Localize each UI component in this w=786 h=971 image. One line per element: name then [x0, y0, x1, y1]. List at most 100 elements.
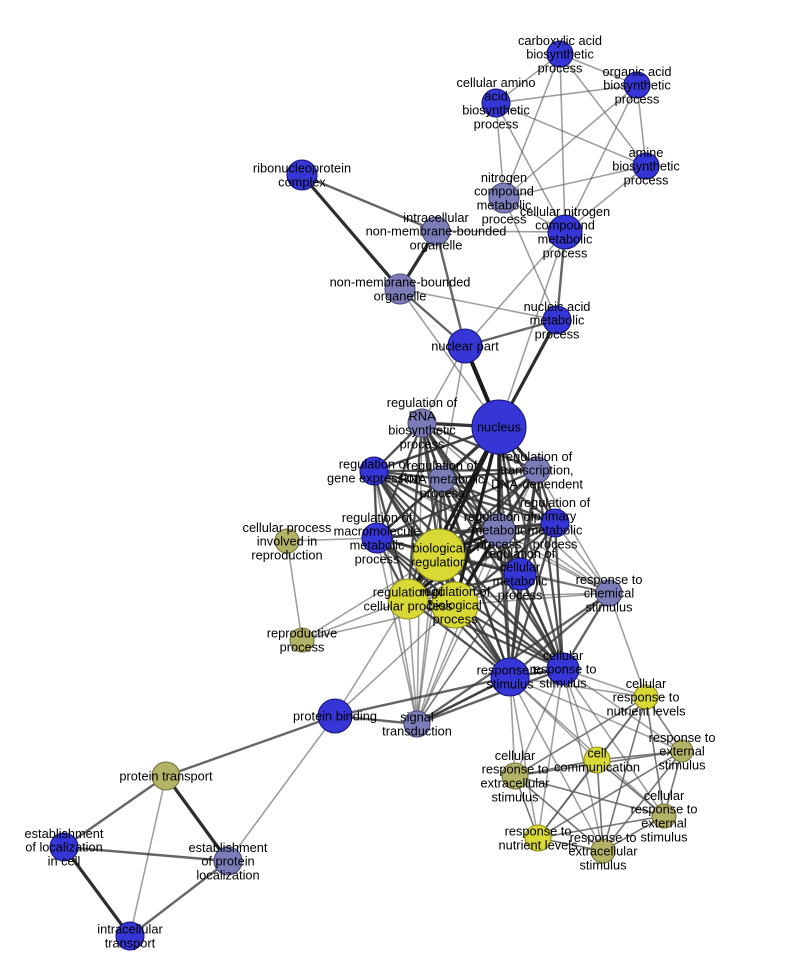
svg-text:regulation of: regulation of: [464, 509, 535, 524]
svg-text:reproduction: reproduction: [251, 547, 322, 562]
svg-text:stimulus: stimulus: [641, 829, 688, 844]
svg-text:extracellular: extracellular: [481, 776, 551, 791]
svg-text:nitrogen: nitrogen: [481, 170, 527, 185]
svg-text:process: process: [538, 60, 583, 75]
svg-text:involved in: involved in: [257, 534, 317, 549]
svg-text:biosynthetic: biosynthetic: [526, 47, 594, 62]
svg-text:non-membrane-bounded: non-membrane-bounded: [366, 224, 507, 239]
svg-text:nutrient levels: nutrient levels: [499, 838, 578, 853]
svg-text:extracellular: extracellular: [569, 844, 639, 859]
svg-text:process: process: [280, 640, 325, 655]
svg-text:metabolic: metabolic: [538, 232, 593, 247]
svg-text:biosynthetic: biosynthetic: [388, 423, 456, 438]
svg-text:process: process: [498, 587, 543, 602]
svg-text:stimulus: stimulus: [492, 789, 539, 804]
svg-text:of localization: of localization: [25, 840, 103, 855]
svg-text:in cell: in cell: [48, 853, 81, 868]
svg-text:biological: biological: [428, 598, 481, 613]
svg-text:metabolic: metabolic: [530, 313, 585, 328]
svg-text:cellular: cellular: [543, 648, 584, 663]
svg-text:external: external: [659, 744, 705, 759]
svg-text:cellular nitrogen: cellular nitrogen: [520, 204, 610, 219]
svg-text:nutrient levels: nutrient levels: [607, 703, 686, 718]
svg-text:protein transport: protein transport: [119, 769, 213, 784]
svg-text:regulation of: regulation of: [520, 495, 591, 510]
svg-text:biosynthetic: biosynthetic: [612, 159, 680, 174]
svg-text:organelle: organelle: [374, 289, 427, 304]
svg-text:biological: biological: [412, 541, 465, 556]
svg-text:response to: response to: [649, 730, 716, 745]
svg-text:regulation of: regulation of: [407, 458, 478, 473]
svg-text:complex: complex: [278, 175, 326, 190]
svg-text:chemical: chemical: [584, 586, 635, 601]
svg-text:regulation of: regulation of: [420, 584, 491, 599]
svg-text:regulation of: regulation of: [342, 510, 413, 525]
svg-text:nucleic acid: nucleic acid: [524, 299, 591, 314]
svg-text:transport: transport: [105, 936, 156, 951]
svg-text:signal: signal: [400, 710, 433, 725]
svg-text:nuclear part: nuclear part: [431, 339, 499, 354]
svg-text:response to: response to: [482, 762, 549, 777]
svg-text:communication: communication: [554, 760, 640, 775]
svg-text:process: process: [433, 611, 478, 626]
svg-text:organic acid: organic acid: [602, 64, 671, 79]
svg-text:intracellular: intracellular: [97, 922, 163, 937]
svg-text:cell: cell: [587, 746, 606, 761]
svg-text:external: external: [641, 816, 687, 831]
svg-text:non-membrane-bounded: non-membrane-bounded: [330, 275, 471, 290]
svg-text:of protein: of protein: [201, 854, 254, 869]
svg-text:regulation of: regulation of: [387, 395, 458, 410]
svg-text:stimulus: stimulus: [659, 757, 706, 772]
svg-text:biosynthetic: biosynthetic: [603, 78, 671, 93]
svg-text:compound: compound: [535, 218, 595, 233]
svg-text:response to: response to: [570, 830, 637, 845]
svg-text:cellular process: cellular process: [243, 520, 332, 535]
svg-text:process: process: [474, 116, 519, 131]
svg-text:cellular amino: cellular amino: [457, 75, 536, 90]
svg-text:intracellular: intracellular: [403, 210, 469, 225]
svg-text:biosynthetic: biosynthetic: [462, 103, 530, 118]
svg-text:DNA-dependent: DNA-dependent: [491, 476, 583, 491]
svg-text:amine: amine: [629, 145, 664, 160]
svg-text:establishment: establishment: [189, 840, 268, 855]
svg-text:macromolecule: macromolecule: [334, 524, 421, 539]
svg-text:cellular: cellular: [495, 748, 536, 763]
svg-text:process: process: [624, 172, 669, 187]
svg-text:cellular: cellular: [644, 788, 685, 803]
svg-text:RNA: RNA: [408, 409, 435, 424]
svg-text:process: process: [400, 436, 445, 451]
svg-text:metabolic: metabolic: [493, 574, 548, 589]
svg-text:acid: acid: [484, 89, 507, 104]
svg-text:stimulus: stimulus: [487, 677, 534, 692]
svg-text:response to: response to: [576, 572, 643, 587]
svg-text:compound: compound: [474, 184, 534, 199]
svg-text:organelle: organelle: [410, 237, 463, 252]
svg-text:localization: localization: [196, 867, 259, 882]
svg-text:metabolic: metabolic: [528, 523, 583, 538]
svg-text:process: process: [535, 326, 580, 341]
svg-text:response to: response to: [631, 802, 698, 817]
svg-text:carboxylic acid: carboxylic acid: [518, 33, 602, 48]
svg-text:process: process: [543, 245, 588, 260]
svg-text:transduction: transduction: [382, 724, 452, 739]
svg-text:ribonucleoprotein: ribonucleoprotein: [253, 161, 351, 176]
svg-text:protein binding: protein binding: [293, 709, 377, 724]
svg-text:transcription,: transcription,: [500, 463, 573, 478]
svg-text:stimulus: stimulus: [580, 857, 627, 872]
svg-text:regulation: regulation: [411, 555, 467, 570]
svg-text:RNA metabolic: RNA metabolic: [400, 472, 485, 487]
svg-text:response to: response to: [613, 690, 680, 705]
svg-text:response to: response to: [477, 663, 544, 678]
svg-text:regulation of: regulation of: [339, 457, 410, 472]
svg-text:process: process: [420, 485, 465, 500]
svg-text:stimulus: stimulus: [586, 599, 633, 614]
svg-text:process: process: [355, 551, 400, 566]
svg-text:nucleus: nucleus: [477, 420, 521, 435]
svg-text:regulation of: regulation of: [502, 449, 573, 464]
svg-text:stimulus: stimulus: [540, 675, 587, 690]
svg-text:cellular: cellular: [626, 676, 667, 691]
svg-text:regulation of: regulation of: [485, 546, 556, 561]
svg-text:primary: primary: [534, 509, 577, 524]
svg-text:reproductive: reproductive: [267, 626, 337, 641]
svg-text:cellular: cellular: [500, 560, 541, 575]
